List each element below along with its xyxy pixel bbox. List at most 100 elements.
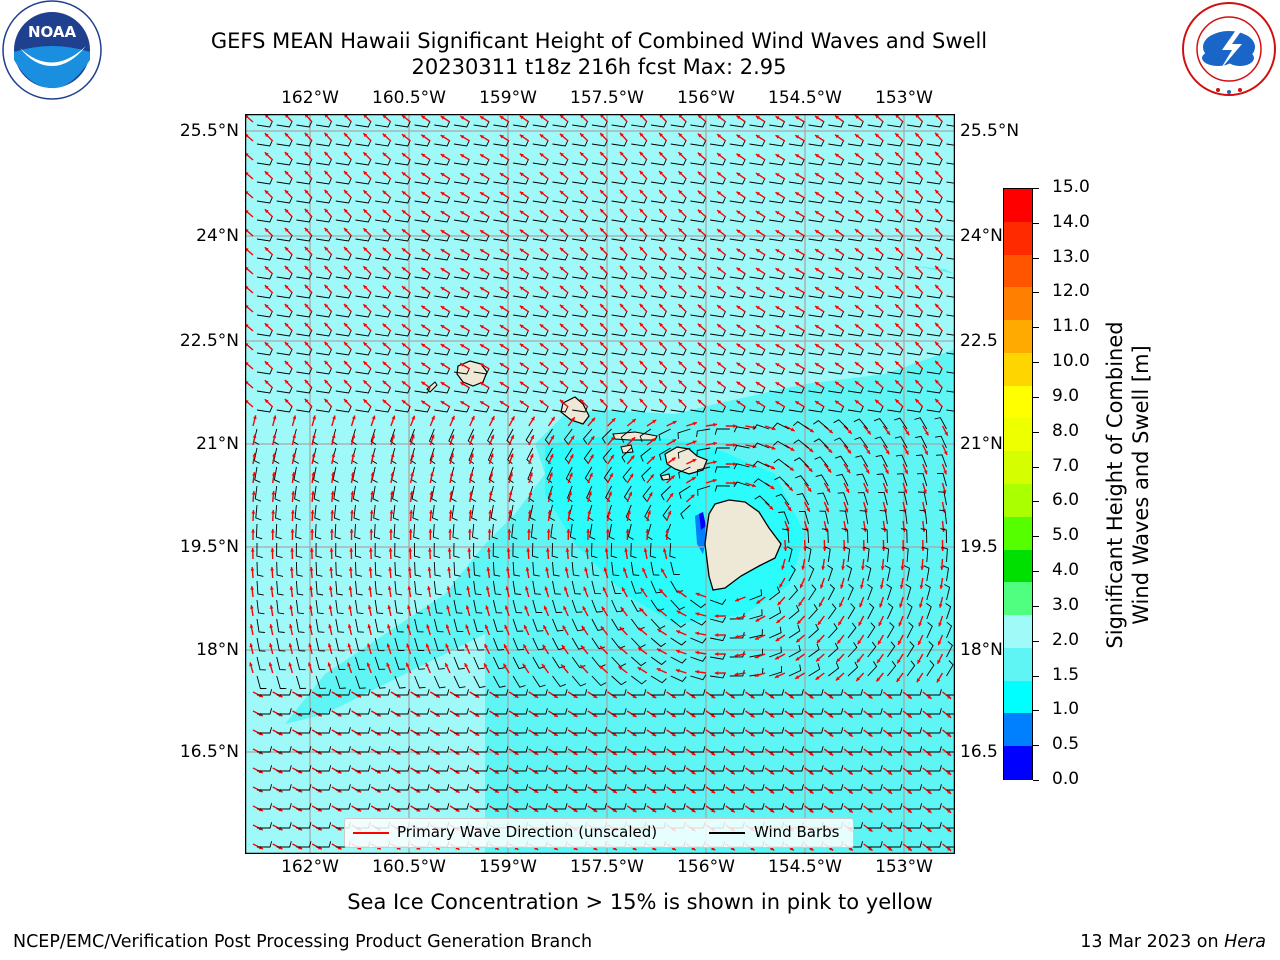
wave-direction-arrowhead [471, 416, 475, 421]
wave-direction-arrowhead [652, 789, 657, 794]
wind-barb [493, 689, 509, 696]
wave-direction-arrowhead [337, 826, 342, 831]
wave-direction-arrowhead [249, 662, 253, 667]
wave-direction-arrowhead [915, 132, 920, 137]
wind-barb [769, 330, 785, 337]
wave-direction-arrowhead [795, 325, 800, 329]
wind-barb [335, 197, 352, 204]
wind-barb [729, 140, 746, 147]
wind-barb [373, 504, 380, 521]
wave-direction-arrowhead [895, 361, 900, 366]
wave-direction-arrowhead [530, 435, 534, 440]
wave-direction-arrowhead [789, 694, 794, 699]
wave-direction-arrowhead [670, 475, 675, 480]
wave-direction-arrowhead [573, 751, 578, 755]
wave-direction-arrowhead [559, 247, 564, 252]
wind-barb [749, 609, 763, 620]
wind-barb [375, 746, 391, 753]
wave-direction-arrowhead [348, 567, 353, 571]
wind-barb [335, 406, 352, 413]
wave-direction-arrowhead [755, 287, 760, 291]
wave-direction-arrowhead [396, 751, 401, 755]
wave-direction-arrowhead [291, 472, 296, 476]
wave-direction-arrowhead [835, 676, 840, 681]
wind-barb [448, 428, 455, 446]
wave-direction-arrowhead [435, 808, 440, 812]
wind-barb [375, 368, 391, 375]
wind-barb [296, 311, 313, 318]
wave-direction-arrowhead [733, 462, 737, 466]
wind-barb [276, 580, 284, 596]
wave-direction-arrowhead [331, 434, 336, 439]
wave-direction-arrowhead [630, 455, 635, 460]
wind-barb [847, 292, 864, 299]
wave-direction-arrowhead [678, 304, 683, 309]
wave-direction-arrowhead [363, 209, 368, 214]
wave-direction-arrowhead [324, 170, 329, 175]
wind-barb [335, 618, 345, 633]
wind-barb [513, 368, 529, 375]
wave-direction-arrowhead [847, 429, 852, 434]
wind-barb [513, 178, 529, 185]
wind-barb [315, 580, 324, 596]
wind-barb [335, 216, 352, 223]
wind-barb [527, 466, 534, 484]
wave-direction-arrowhead [479, 382, 484, 386]
wind-barb [511, 523, 518, 540]
colorbar-tick-label: 7.0 [1052, 455, 1080, 476]
wave-direction-arrowhead [717, 210, 722, 214]
colorbar-tick [1033, 501, 1039, 503]
wave-direction-arrowhead [691, 808, 696, 813]
wave-direction-arrowhead [733, 424, 737, 428]
wave-direction-arrowhead [317, 750, 322, 755]
wind-barb [828, 689, 844, 696]
wind-barb [434, 803, 450, 810]
wave-direction-arrowhead [470, 453, 474, 458]
wind-barb [709, 599, 727, 605]
wave-direction-arrowhead [431, 415, 435, 420]
wind-barb [276, 368, 293, 375]
wave-direction-arrowhead [421, 172, 426, 177]
wave-direction-arrowhead [435, 751, 440, 755]
wave-direction-arrowhead [509, 472, 513, 477]
wind-barb [848, 803, 864, 810]
wave-direction-arrowhead [479, 154, 484, 158]
wind-barb [690, 140, 707, 147]
wind-barb [572, 121, 588, 128]
wind-barb [375, 330, 391, 337]
wind-barb [903, 565, 911, 582]
wind-barb [690, 178, 707, 185]
wind-barb [414, 637, 425, 651]
wind-barb [373, 523, 381, 540]
wind-barb [563, 428, 573, 445]
wave-direction-arrowhead [363, 285, 368, 290]
wind-barb [453, 254, 470, 261]
wind-barb [256, 311, 273, 318]
wind-barb [256, 637, 266, 652]
wave-direction-arrowhead [337, 731, 342, 736]
wave-direction-arrowhead [435, 732, 440, 736]
wind-barb [670, 599, 686, 611]
wave-direction-arrowhead [711, 770, 716, 775]
wave-direction-arrowhead [755, 173, 760, 177]
wind-barb [454, 727, 470, 734]
wind-barb [886, 603, 894, 620]
wind-barb [552, 727, 568, 734]
wind-barb [788, 784, 804, 791]
wave-direction-arrowhead [834, 210, 839, 215]
wave-direction-arrowhead [343, 208, 348, 213]
wind-barb [473, 675, 486, 689]
wave-direction-arrowhead [855, 210, 859, 214]
wind-barb [433, 637, 445, 651]
wave-direction-arrowhead [539, 343, 544, 347]
wave-direction-arrowhead [298, 788, 303, 793]
wave-direction-arrowhead [838, 621, 842, 626]
wind-barb [710, 292, 726, 299]
wave-direction-arrowhead [611, 418, 616, 423]
wind-barb [552, 159, 569, 166]
wind-barb [749, 292, 766, 299]
wind-barb [808, 140, 825, 147]
wave-direction-arrowhead [775, 306, 780, 310]
wind-barb [276, 689, 292, 696]
wave-direction-arrowhead [264, 342, 269, 347]
